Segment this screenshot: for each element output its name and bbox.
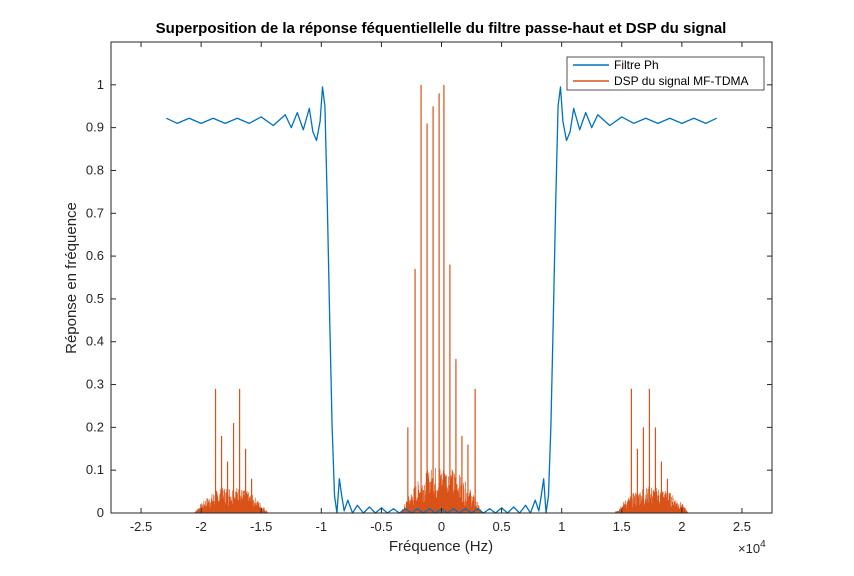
legend-box xyxy=(566,56,765,91)
x-tick-label: 0.5 xyxy=(493,519,511,534)
legend-label-dsp: DSP du signal MF-TDMA xyxy=(614,74,748,88)
x-exponent-label: ×104 xyxy=(738,539,766,556)
legend-label-filtre-ph: Filtre Ph xyxy=(614,58,659,72)
x-tick-label: -2.5 xyxy=(130,519,152,534)
y-tick-label: 0.3 xyxy=(86,377,104,392)
y-tick-label: 0.7 xyxy=(86,205,104,220)
y-tick-label: 0.5 xyxy=(86,291,104,306)
x-tick-label: -2 xyxy=(195,519,207,534)
plot-background xyxy=(111,42,772,513)
y-tick-label: 0.2 xyxy=(86,419,104,434)
y-tick-label: 0.4 xyxy=(86,334,104,349)
x-tick-label: 0 xyxy=(438,519,445,534)
x-ticks: -2.5 -2 -1.5 -1 -0.5 0 0.5 1 1.5 2 2.5 xyxy=(130,42,751,534)
x-axis-title: Fréquence (Hz) xyxy=(389,538,493,555)
x-tick-label: 2.5 xyxy=(733,519,751,534)
y-tick-label: 0.9 xyxy=(86,120,104,135)
x-tick-label: 2 xyxy=(678,519,685,534)
x-exponent-power: 4 xyxy=(760,539,766,550)
x-tick-label: -0.5 xyxy=(370,519,392,534)
x-tick-label: -1 xyxy=(316,519,328,534)
data-layer xyxy=(166,84,717,514)
y-tick-label: 0.1 xyxy=(86,462,104,477)
legend[interactable]: Filtre Ph DSP du signal MF-TDMA xyxy=(566,56,765,91)
y-tick-label: 1 xyxy=(97,77,104,92)
x-tick-label: 1.5 xyxy=(613,519,631,534)
series-dsp xyxy=(193,84,690,513)
y-axis-title: Réponse en fréquence xyxy=(63,202,80,354)
x-tick-label: 1 xyxy=(558,519,565,534)
y-tick-label: 0 xyxy=(97,505,104,520)
y-ticks: 0 0.1 0.2 0.3 0.4 0.5 0.6 0.7 0.8 0.9 1 xyxy=(86,77,772,520)
y-tick-label: 0.6 xyxy=(86,248,104,263)
y-tick-label: 0.8 xyxy=(86,162,104,177)
x-tick-label: -1.5 xyxy=(250,519,272,534)
chart-title: Superposition de la réponse féquentielle… xyxy=(156,20,727,37)
